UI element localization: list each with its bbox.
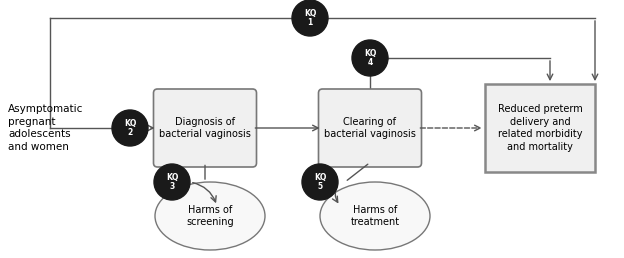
Text: Reduced preterm
delivery and
related morbidity
and mortality: Reduced preterm delivery and related mor… — [497, 104, 582, 152]
Text: Harms of
treatment: Harms of treatment — [351, 205, 399, 227]
Text: KQ
1: KQ 1 — [304, 9, 316, 27]
Text: KQ
5: KQ 5 — [314, 173, 326, 191]
Text: KQ
3: KQ 3 — [166, 173, 178, 191]
Circle shape — [154, 164, 190, 200]
Text: Asymptomatic
pregnant
adolescents
and women: Asymptomatic pregnant adolescents and wo… — [8, 104, 84, 152]
Text: KQ
4: KQ 4 — [364, 49, 376, 67]
Circle shape — [112, 110, 148, 146]
FancyBboxPatch shape — [318, 89, 421, 167]
Circle shape — [292, 0, 328, 36]
Circle shape — [352, 40, 388, 76]
Ellipse shape — [155, 182, 265, 250]
Text: Clearing of
bacterial vaginosis: Clearing of bacterial vaginosis — [324, 117, 416, 139]
Ellipse shape — [320, 182, 430, 250]
Circle shape — [302, 164, 338, 200]
Text: Harms of
screening: Harms of screening — [186, 205, 234, 227]
FancyBboxPatch shape — [485, 84, 595, 172]
Text: Diagnosis of
bacterial vaginosis: Diagnosis of bacterial vaginosis — [159, 117, 251, 139]
FancyBboxPatch shape — [154, 89, 256, 167]
Text: KQ
2: KQ 2 — [124, 119, 136, 137]
